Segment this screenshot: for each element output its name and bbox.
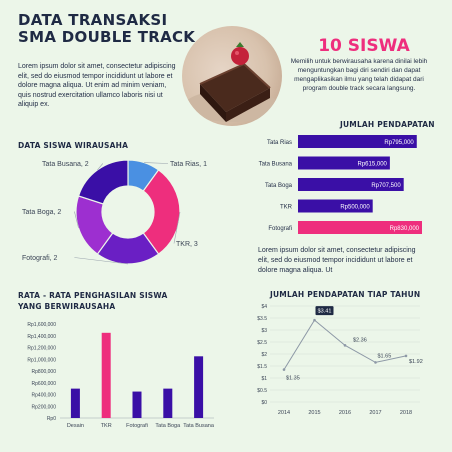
vbar-bar — [163, 388, 173, 418]
hbar-value-label: Rp795,000 — [384, 140, 414, 146]
avg-income-chart-title: RATA - RATA PENGHASILAN SISWA YANG BERWI… — [18, 290, 168, 312]
donut-label: Fotografi, 2 — [22, 255, 58, 262]
line-value-label: $1.35 — [286, 376, 300, 382]
donut-label: Tata Boga, 2 — [22, 209, 61, 216]
donut-label: Tata Rias, 1 — [170, 161, 207, 168]
line-point — [404, 354, 408, 358]
line-ytick-label: $2 — [261, 352, 267, 358]
hbar-category-label: Tata Busana — [259, 161, 293, 167]
line-ytick-label: $1 — [261, 376, 267, 382]
donut-leader-line — [74, 257, 129, 265]
hbar-value-label: Rp707,500 — [371, 183, 401, 189]
hbar-category-label: Tata Boga — [265, 183, 293, 189]
line-ytick-label: $1.5 — [257, 364, 267, 370]
line-point — [374, 361, 377, 364]
hbar-bar — [298, 221, 422, 234]
line-value-label: $1.65 — [378, 353, 392, 359]
line-value-label: $3.41 — [318, 309, 332, 315]
line-value-label: $2.36 — [353, 337, 367, 343]
yearly-income-chart-title: JUMLAH PENDAPATAN TIAP TAHUN — [270, 290, 421, 299]
line-highlight-callout — [315, 306, 334, 316]
count-description: Memilih untuk berwirausaha karena dinila… — [290, 58, 428, 92]
vbar-bar — [70, 388, 80, 418]
student-count: 10 SISWA — [318, 36, 410, 56]
line-point — [282, 368, 286, 371]
income-bar-chart-title: JUMLAH PENDAPATAN — [340, 120, 435, 129]
hbar-value-label: Rp830,000 — [390, 226, 420, 232]
hbar-category-label: Tata Rias — [267, 140, 292, 146]
line-xtick-label: 2017 — [369, 410, 381, 416]
hbar-value-label: Rp500,000 — [340, 204, 370, 210]
cake-photo — [182, 26, 282, 126]
line-ytick-label: $4 — [261, 304, 267, 310]
title-line-2: SMA DOUBLE TRACK — [18, 28, 196, 46]
vbar-category-label: Tata Boga — [155, 423, 181, 429]
vbar-bar — [132, 391, 142, 418]
vbar-ytick-label: Rp200,000 — [32, 404, 57, 410]
donut-chart-title: DATA SISWA WIRAUSAHA — [18, 141, 129, 150]
intro-paragraph: Lorem ipsum dolor sit amet, consectetur … — [18, 63, 176, 108]
page-title: DATA TRANSAKSI SMA DOUBLE TRACK — [18, 12, 198, 46]
vbar-ytick-label: Rp1,600,000 — [27, 322, 56, 328]
donut-label: Tata Busana, 2 — [42, 161, 89, 168]
hbar-bar — [298, 178, 404, 191]
vbar-bar — [194, 356, 204, 418]
vbar-category-label: Tata Busana — [183, 423, 215, 429]
line-xtick-label: 2016 — [339, 410, 351, 416]
line-xtick-label: 2015 — [308, 410, 320, 416]
line-ytick-label: $3 — [261, 328, 267, 334]
donut-leader-line — [173, 211, 181, 244]
vbar-ytick-label: Rp400,000 — [32, 393, 57, 399]
avg-income-title-line-2: YANG BERWIRAUSAHA — [18, 302, 116, 311]
vbar-ytick-label: Rp600,000 — [32, 381, 57, 387]
line-point — [343, 344, 347, 347]
vbar-ytick-label: Rp1,200,000 — [27, 346, 56, 352]
yearly-income-line-chart: $0 $0.5 $1 $1.5 $2 $2.5 $3 $3.5 $4 2014 2015 2016 20… — [257, 304, 423, 416]
donut-leader-line — [97, 163, 104, 171]
vbar-category-label: TKR — [101, 423, 112, 429]
line-xtick-label: 2018 — [400, 410, 412, 416]
vbar-category-label: Desain — [67, 423, 84, 429]
vbar-bar — [101, 332, 111, 418]
donut-slice-tkr — [142, 169, 181, 255]
donut-leader-line — [144, 162, 169, 164]
line-xtick-label: 2014 — [278, 410, 290, 416]
hbar-category-label: Fotografi — [268, 226, 292, 232]
line-ytick-label: $2.5 — [257, 340, 267, 346]
line-ytick-label: $0.5 — [257, 388, 267, 394]
avg-income-title-line-1: RATA - RATA PENGHASILAN SISWA — [18, 291, 168, 300]
donut-slice-tata-busana — [77, 159, 129, 205]
line-point — [313, 318, 316, 322]
vbar-ytick-label: Rp1,000,000 — [27, 357, 56, 363]
donut-leader-line — [74, 211, 79, 229]
line-value-label: $1.92 — [409, 359, 423, 365]
hbar-bar — [298, 199, 373, 213]
line-ytick-label: $0 — [261, 400, 267, 406]
avg-income-bar-chart: Rp0 Rp200,000 Rp400,000 Rp600,000 Rp800,000 R… — [27, 322, 215, 429]
lorem-paragraph: Lorem ipsum dolor sit amet, consectetur … — [258, 247, 416, 274]
vbar-ytick-label: Rp800,000 — [32, 369, 57, 375]
hbar-category-label: TKR — [280, 204, 293, 210]
line-ytick-label: $3.5 — [257, 316, 267, 322]
title-line-1: DATA TRANSAKSI — [18, 11, 168, 29]
donut-chart: Tata Rias, 1 TKR, 3 Fotografi, 2 Tata Boga,… — [22, 159, 207, 265]
vbar-ytick-label: Rp0 — [47, 416, 56, 422]
hbar-bar — [298, 156, 390, 170]
vbar-ytick-label: Rp1,400,000 — [27, 334, 56, 340]
hbar-value-label: Rp615,000 — [358, 161, 388, 167]
cake-illustration — [184, 42, 280, 122]
hbar-bar — [298, 135, 417, 148]
income-bar-chart: Tata Rias Rp795,000 Tata Busana Rp615,000 Ta… — [259, 135, 422, 234]
donut-label: TKR, 3 — [176, 241, 198, 248]
vbar-category-label: Fotografi — [126, 423, 148, 429]
